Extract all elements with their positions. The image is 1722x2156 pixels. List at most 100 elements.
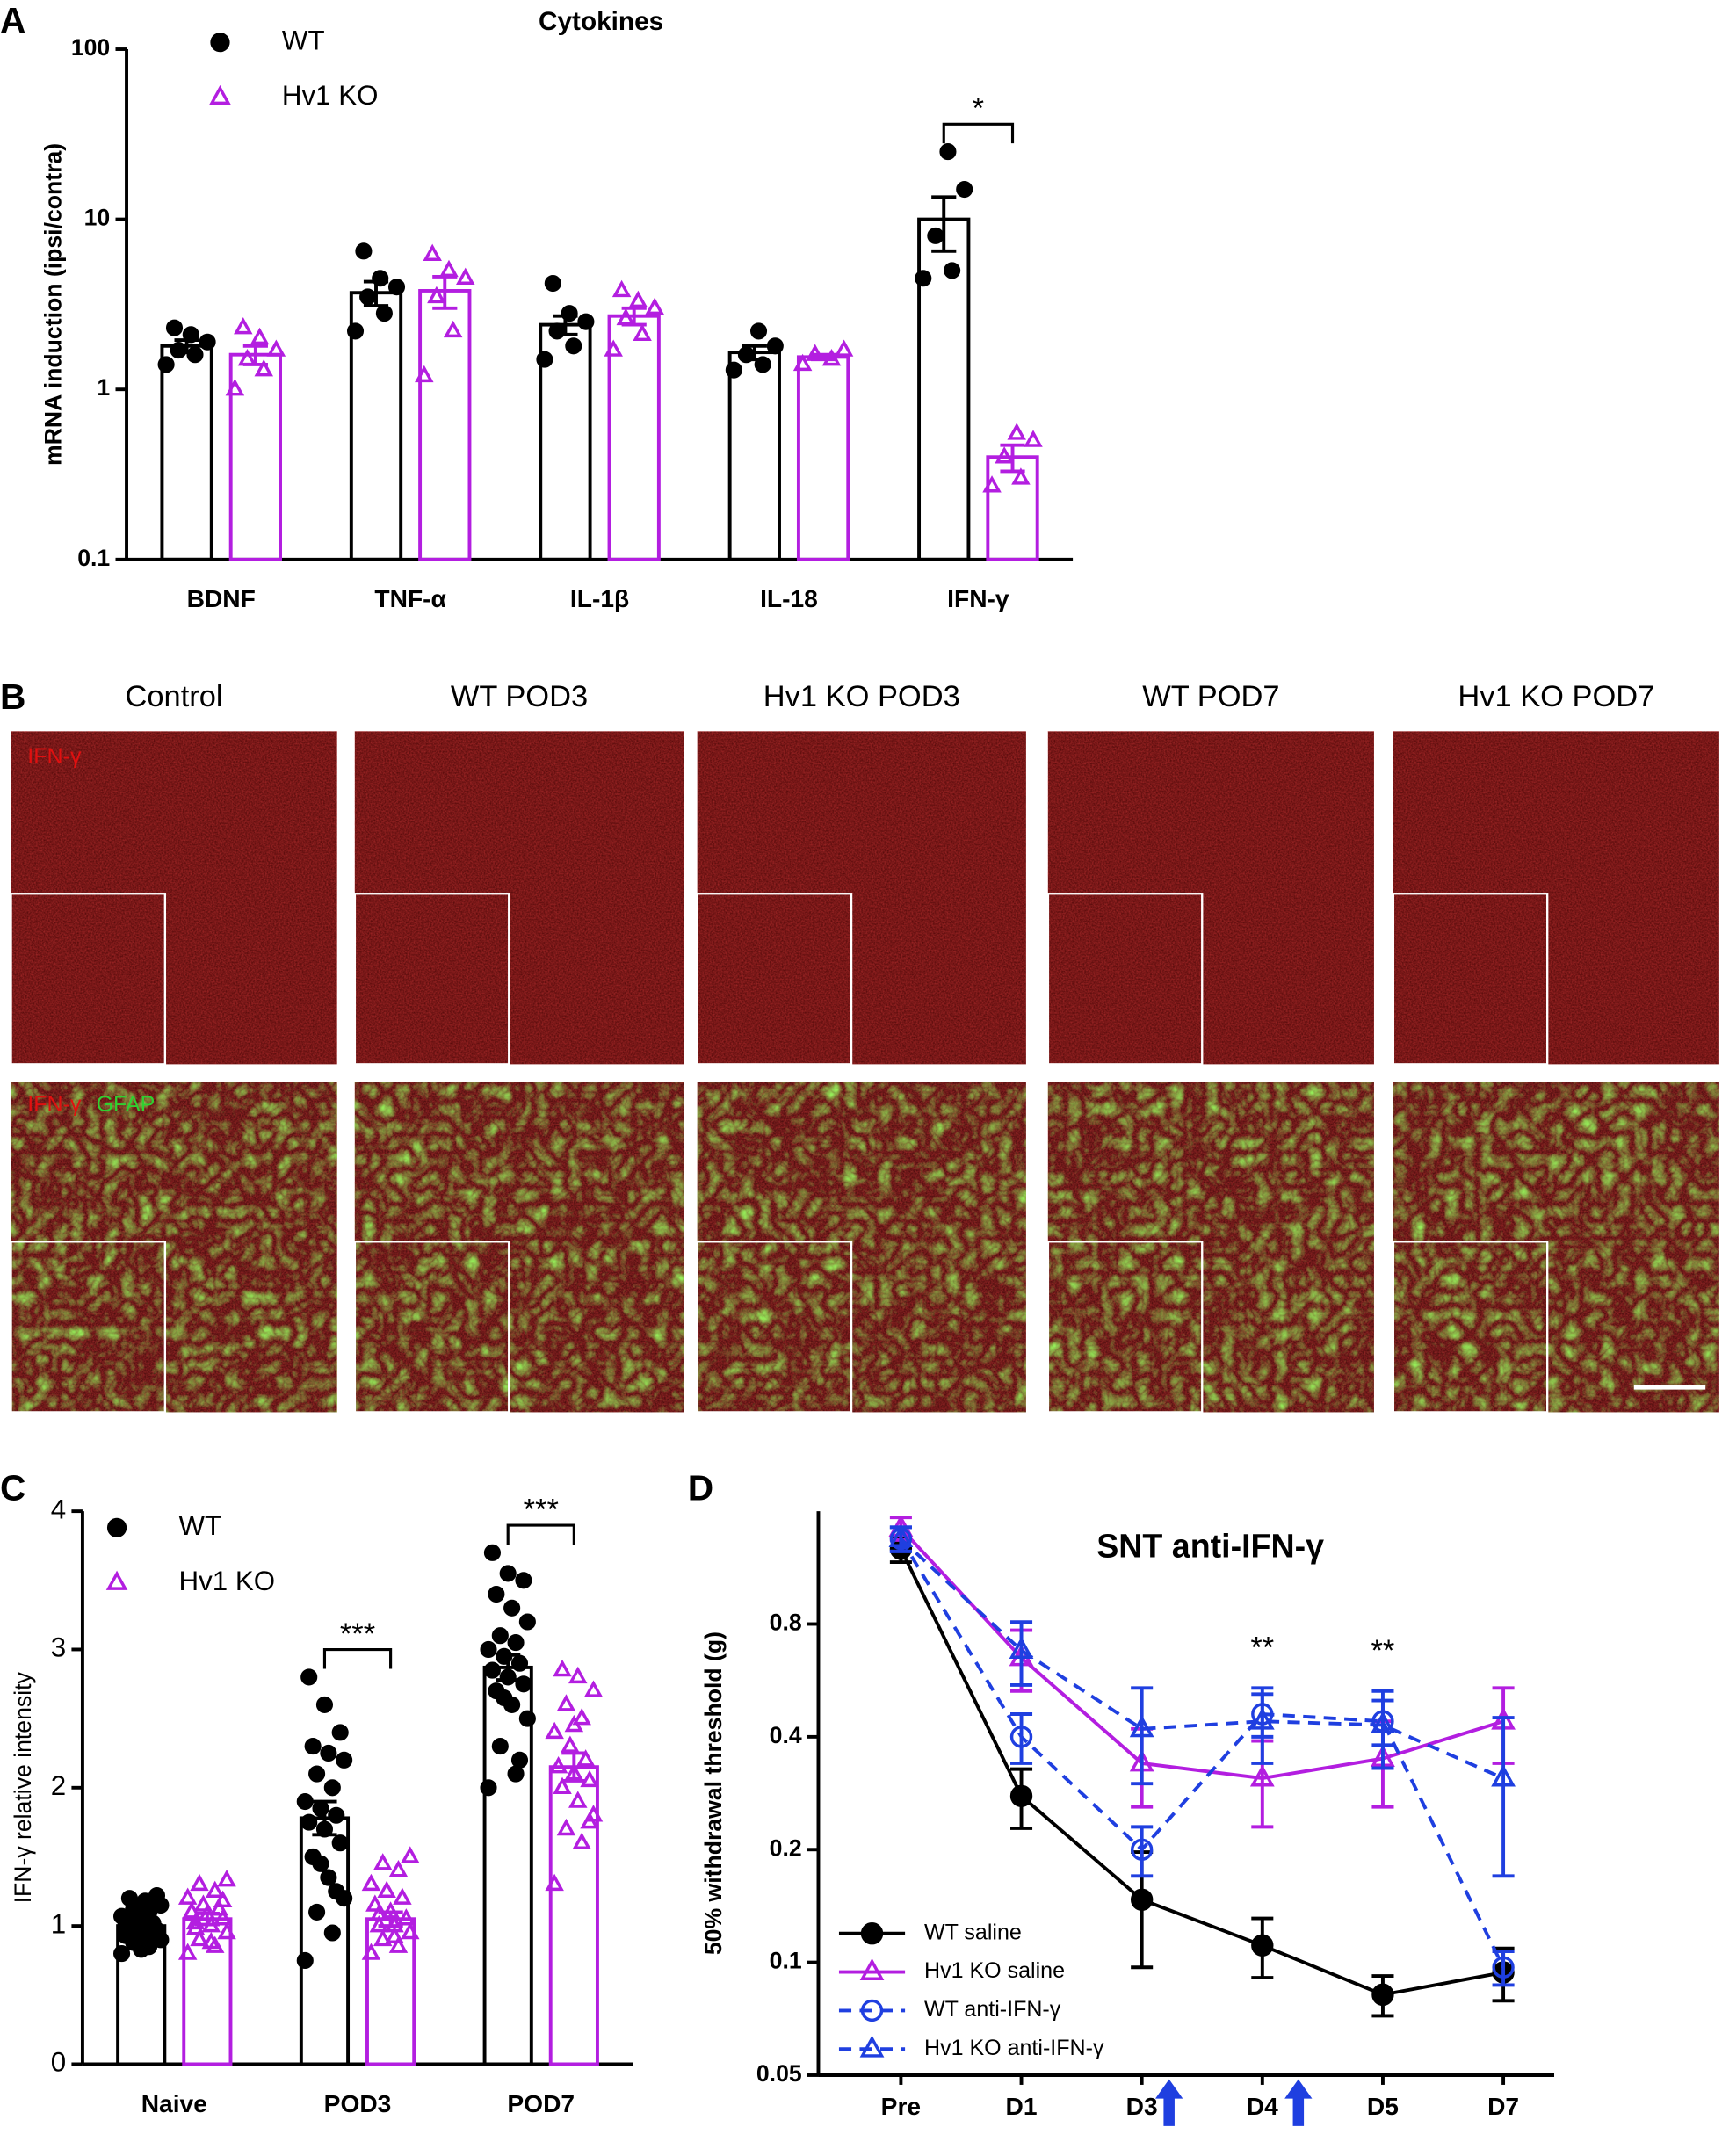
micrograph-texture bbox=[11, 1082, 337, 1413]
marker bbox=[749, 322, 768, 340]
inset bbox=[696, 893, 853, 1066]
marker bbox=[583, 1680, 604, 1697]
marker bbox=[312, 1855, 329, 1872]
chart: 0.05 0.1 0.2 0.4 0.8 50% withdrawal threshold… bbox=[700, 1511, 1555, 2120]
marker bbox=[580, 1811, 599, 1829]
marker bbox=[105, 1570, 128, 1590]
marker bbox=[616, 307, 636, 326]
bar bbox=[418, 289, 472, 561]
x-tick-label: POD3 bbox=[324, 2089, 392, 2117]
error-bar bbox=[432, 274, 458, 310]
marker bbox=[157, 356, 175, 373]
marker bbox=[507, 1765, 525, 1783]
error-bar bbox=[378, 1910, 403, 1928]
treatment-arrows bbox=[1155, 2079, 1313, 2126]
legend-label: Hv1 KO bbox=[282, 80, 379, 111]
line bbox=[899, 1527, 1504, 1781]
error-bar bbox=[194, 1912, 220, 1927]
micrograph-texture bbox=[1393, 731, 1719, 1065]
marker bbox=[556, 1818, 576, 1836]
marker bbox=[545, 1873, 564, 1892]
marker bbox=[483, 1544, 501, 1561]
marker bbox=[939, 143, 957, 161]
significance-label: *** bbox=[340, 1617, 375, 1651]
inset bbox=[1392, 893, 1549, 1066]
marker bbox=[480, 1640, 497, 1659]
error-bar bbox=[1010, 1620, 1033, 1687]
marker bbox=[213, 1890, 233, 1908]
marker bbox=[112, 1907, 131, 1925]
marker bbox=[888, 1524, 914, 1547]
marker bbox=[210, 33, 230, 53]
marker bbox=[1011, 467, 1031, 485]
marker bbox=[536, 351, 554, 368]
error-bar bbox=[363, 279, 389, 308]
marker bbox=[553, 1776, 572, 1794]
x-tick-label: D3 bbox=[1126, 2092, 1158, 2120]
column-label: WT POD7 bbox=[1142, 680, 1279, 713]
marker bbox=[544, 274, 561, 293]
x-tick-label: D5 bbox=[1367, 2092, 1399, 2120]
inset bbox=[1392, 1241, 1549, 1414]
marker bbox=[568, 1791, 588, 1808]
marker bbox=[456, 267, 475, 285]
legend-label: WT bbox=[282, 25, 325, 55]
y-tick-label: 2 bbox=[51, 1770, 66, 1801]
channel-label: IFN-γ bbox=[27, 1092, 82, 1117]
marker bbox=[491, 1738, 509, 1755]
panel-letter: D bbox=[688, 1467, 713, 1508]
marker bbox=[1007, 423, 1026, 440]
y-tick-label: 0.4 bbox=[770, 1722, 802, 1748]
marker bbox=[323, 1924, 341, 1942]
y-axis-label: mRNA induction (ipsi/contra) bbox=[40, 143, 67, 466]
y-tick-label: 0.1 bbox=[770, 1948, 802, 1974]
marker bbox=[385, 1926, 404, 1943]
marker bbox=[266, 339, 286, 357]
panel-letter: B bbox=[0, 676, 25, 717]
marker bbox=[308, 1903, 326, 1921]
marker bbox=[564, 1714, 584, 1733]
marker bbox=[491, 1627, 509, 1645]
marker bbox=[373, 1853, 393, 1870]
column-label: WT POD3 bbox=[451, 680, 588, 713]
marker bbox=[377, 1880, 396, 1899]
x-tick-label: D7 bbox=[1487, 2092, 1519, 2120]
marker bbox=[401, 1846, 420, 1863]
x-tick-label: Naive bbox=[141, 2089, 207, 2117]
error-bar bbox=[621, 306, 647, 327]
marker bbox=[106, 1517, 127, 1538]
marker bbox=[1251, 1934, 1274, 1957]
micrograph-texture bbox=[697, 731, 1026, 1065]
marker bbox=[1009, 1637, 1034, 1659]
significance-bracket bbox=[942, 122, 1015, 144]
marker bbox=[254, 358, 274, 377]
error-bar bbox=[174, 338, 199, 355]
chart: 0.1 1 10 100 mRNA induction (ipsi/contra) Cyt… bbox=[40, 7, 1074, 612]
error-bar bbox=[1131, 1825, 1154, 1878]
marker bbox=[415, 365, 434, 383]
error-bar bbox=[1251, 1686, 1274, 1765]
marker bbox=[217, 1870, 236, 1887]
marker bbox=[568, 1666, 588, 1684]
marker bbox=[860, 1922, 884, 1945]
marker bbox=[375, 305, 393, 322]
micrograph-texture bbox=[1393, 1082, 1719, 1413]
y-tick-label: 3 bbox=[51, 1632, 66, 1663]
marker bbox=[331, 1834, 349, 1852]
inset bbox=[1046, 893, 1204, 1066]
x-tick-label: Pre bbox=[881, 2092, 921, 2120]
marker bbox=[496, 1689, 513, 1707]
marker bbox=[1491, 1764, 1516, 1787]
marker bbox=[572, 1707, 591, 1726]
marker bbox=[320, 1869, 337, 1886]
legend-label: Hv1 KO saline bbox=[924, 1958, 1065, 1983]
y-tick-label: 0 bbox=[51, 2047, 66, 2078]
x-tick-label: IFN-γ bbox=[947, 584, 1009, 612]
marker bbox=[133, 1941, 150, 1958]
panel-letter: A bbox=[0, 0, 25, 40]
marker bbox=[859, 2035, 885, 2058]
inset bbox=[353, 893, 510, 1066]
marker bbox=[336, 1751, 353, 1769]
